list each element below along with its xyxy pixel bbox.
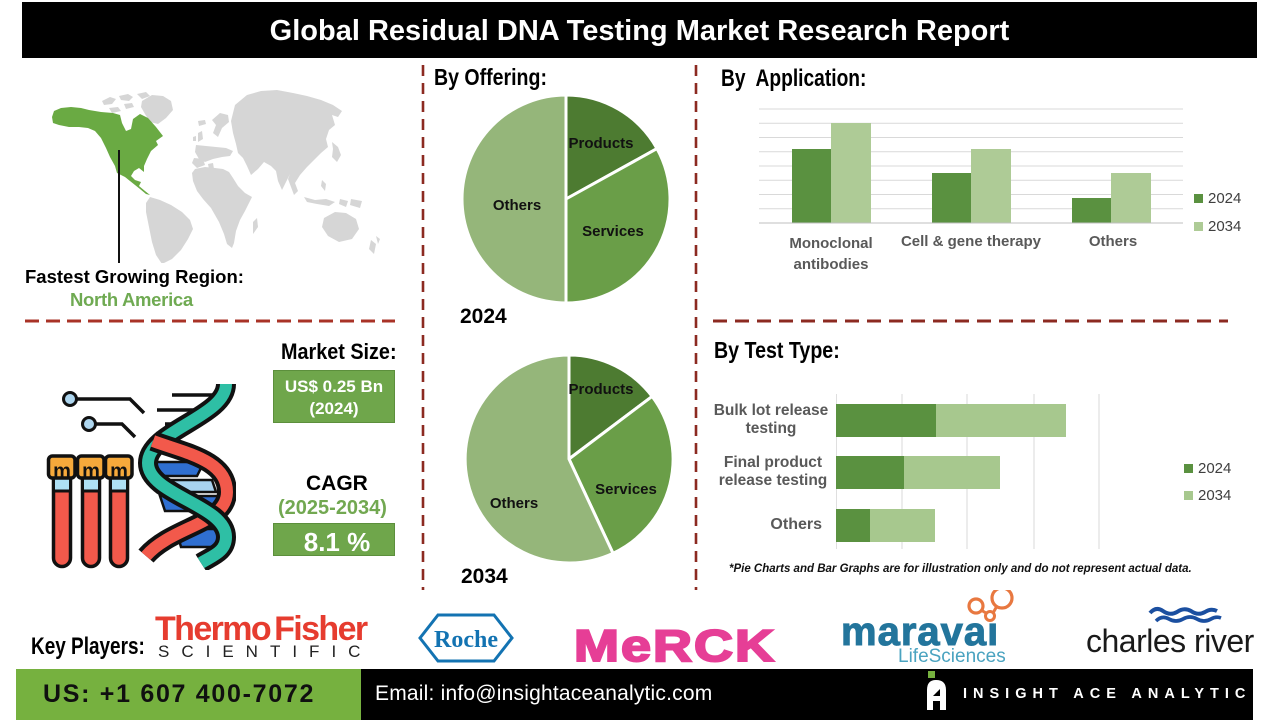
- svg-text:m: m: [53, 461, 71, 483]
- svg-text:Roche: Roche: [434, 627, 498, 653]
- svg-text:Services: Services: [595, 481, 657, 498]
- svg-text:Others: Others: [493, 197, 541, 214]
- svg-text:Products: Products: [568, 381, 633, 398]
- svg-text:m: m: [110, 461, 128, 483]
- svg-text:Others: Others: [490, 495, 538, 512]
- svg-text:m: m: [82, 461, 100, 483]
- svg-text:Services: Services: [582, 223, 644, 240]
- svg-text:Products: Products: [568, 135, 633, 152]
